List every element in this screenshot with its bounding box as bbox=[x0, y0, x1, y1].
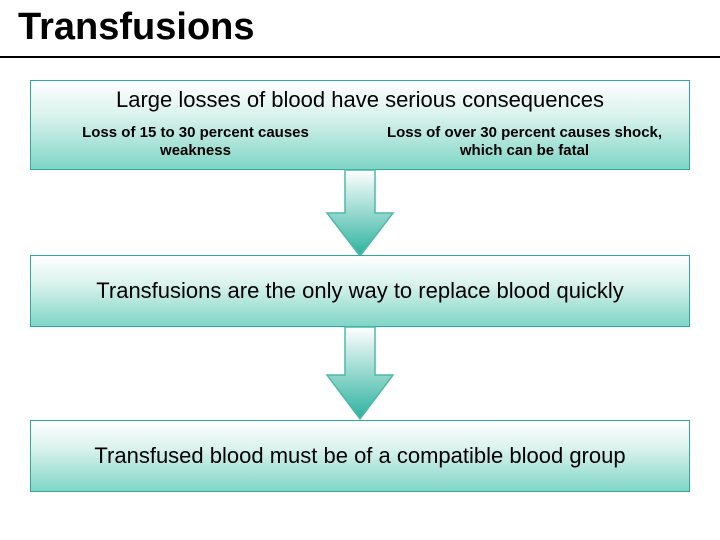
box3-text: Transfused blood must be of a compatible… bbox=[94, 443, 625, 469]
box-transfusion-only-way: Transfusions are the only way to replace… bbox=[30, 255, 690, 327]
arrow-2 bbox=[325, 325, 395, 421]
box-consequences: Large losses of blood have serious conse… bbox=[30, 80, 690, 170]
box1-main-text: Large losses of blood have serious conse… bbox=[106, 81, 614, 115]
box1-sub-right: Loss of over 30 percent causes shock, wh… bbox=[360, 115, 689, 169]
box1-sub-left: Loss of 15 to 30 percent causes weakness bbox=[31, 115, 360, 169]
box2-text: Transfusions are the only way to replace… bbox=[96, 278, 623, 304]
title-underline bbox=[0, 56, 720, 58]
box1-subrow: Loss of 15 to 30 percent causes weakness… bbox=[31, 115, 689, 169]
box-compatible-group: Transfused blood must be of a compatible… bbox=[30, 420, 690, 492]
page-title: Transfusions bbox=[18, 6, 255, 49]
arrow-1 bbox=[325, 168, 395, 258]
